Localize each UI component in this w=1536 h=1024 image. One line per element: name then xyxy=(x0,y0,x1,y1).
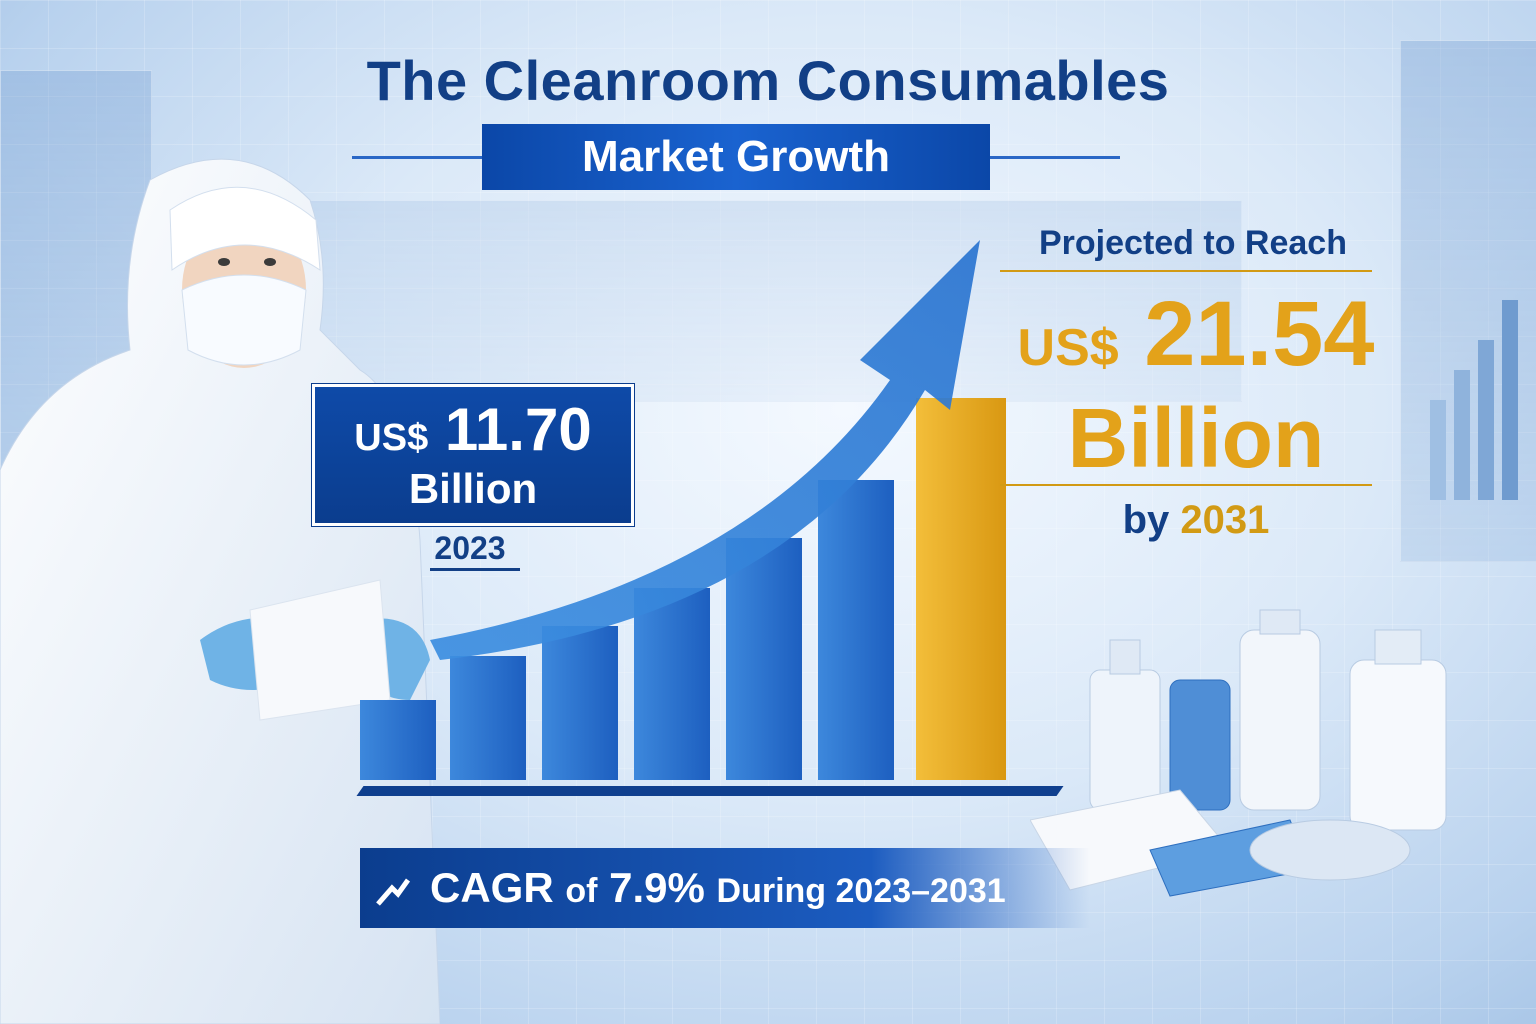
projection-label: Projected to Reach xyxy=(1039,224,1347,262)
chart-bar-highlight xyxy=(916,398,1006,780)
chart-bar xyxy=(726,538,802,780)
start-value: US$ 11.70 xyxy=(315,395,631,464)
subtitle-pill: Market Growth xyxy=(482,124,990,190)
projection-rule-top xyxy=(1000,270,1372,272)
start-year-underline xyxy=(430,568,520,571)
growth-chart xyxy=(360,240,1006,780)
projection-year-line: by 2031 xyxy=(996,498,1396,543)
projection-by: by xyxy=(1122,498,1170,542)
page-subtitle: Market Growth xyxy=(581,132,891,181)
projection-currency: US$ xyxy=(1017,319,1119,377)
chart-bar xyxy=(818,480,894,780)
cagr-banner: CAGR of 7.9% During 2023–2031 xyxy=(360,848,1090,928)
projection-year: 2031 xyxy=(1180,498,1270,542)
chart-bar xyxy=(634,588,710,780)
start-year: 2023 xyxy=(434,530,506,566)
page-title: The Cleanroom Consumables xyxy=(366,49,1170,112)
subtitle-rule-left xyxy=(352,156,492,159)
background-world-panel xyxy=(300,200,1242,402)
chart-bar xyxy=(450,656,526,780)
projection-rule-bottom xyxy=(1000,484,1372,486)
cleanroom-supplies-illustration xyxy=(1030,609,1447,897)
subtitle-rule-right xyxy=(980,156,1120,159)
cleanroom-worker-illustration xyxy=(0,158,440,1024)
chart-bar xyxy=(360,700,436,780)
subtitle-band: Market Growth xyxy=(352,124,1120,190)
cagr-text: CAGR of 7.9% During 2023–2031 xyxy=(430,864,1006,912)
start-unit: Billion xyxy=(408,465,538,512)
cagr-of: of xyxy=(565,872,598,910)
trend-arrow-icon xyxy=(376,878,411,906)
cagr-period: During 2023–2031 xyxy=(716,872,1006,910)
projection-amount: 21.54 xyxy=(1144,283,1375,385)
background-mini-chart xyxy=(1430,300,1518,500)
start-amount: 11.70 xyxy=(444,396,592,463)
growth-arrow-icon xyxy=(430,240,980,660)
cagr-label: CAGR xyxy=(430,864,554,911)
cagr-rate: 7.9% xyxy=(609,864,705,911)
start-currency: US$ xyxy=(354,417,429,459)
chart-bar xyxy=(542,626,618,780)
projection-value: US$ 21.54 xyxy=(996,288,1396,380)
chart-baseline xyxy=(356,786,1064,796)
projection-unit: Billion xyxy=(1067,391,1325,485)
start-value-box: US$ 11.70 Billion xyxy=(312,384,634,526)
